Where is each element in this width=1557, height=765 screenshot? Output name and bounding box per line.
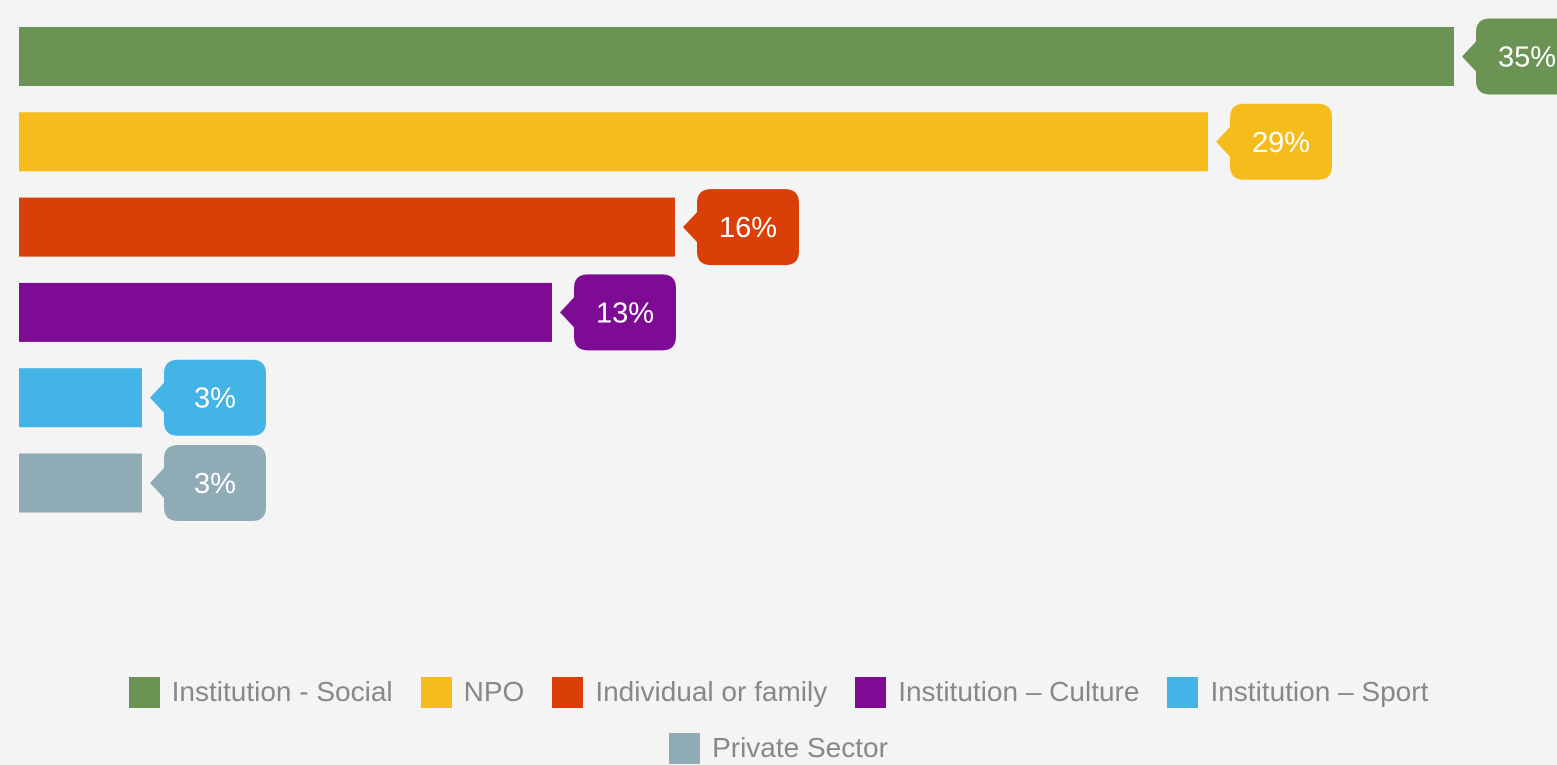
- data-label-6: 3%: [150, 445, 266, 521]
- data-label-text: 3%: [194, 383, 236, 415]
- bar-5[interactable]: [19, 368, 142, 428]
- data-label-text: 35%: [1498, 42, 1556, 74]
- legend-label: Institution – Culture: [898, 676, 1140, 707]
- legend-swatch: [552, 676, 584, 708]
- data-labels-layer: 35% 29% 16% 13% 3% 3%: [150, 18, 1557, 521]
- bar-2[interactable]: [19, 112, 1208, 172]
- bar-3[interactable]: [19, 197, 675, 257]
- data-label-callout: [150, 445, 266, 521]
- legend-item-3[interactable]: Individual or family: [552, 672, 827, 712]
- data-label-3: 16%: [683, 189, 799, 266]
- data-label-callout: [560, 274, 676, 351]
- legend-item-1[interactable]: Institution - Social: [128, 672, 393, 712]
- legend-label: Institution - Social: [171, 676, 393, 707]
- legend-swatch: [855, 676, 887, 708]
- legend-item-2[interactable]: NPO: [420, 672, 525, 712]
- bars-layer: [19, 27, 1454, 513]
- bar-4[interactable]: [19, 282, 552, 342]
- legend-swatch: [128, 676, 160, 708]
- legend-item-4[interactable]: Institution – Culture: [855, 672, 1139, 712]
- legend-item-6[interactable]: Private Sector: [669, 728, 888, 765]
- data-label-text: 29%: [1252, 127, 1310, 159]
- data-label-5: 3%: [150, 359, 266, 436]
- bar-6[interactable]: [19, 453, 142, 513]
- legend-item-5[interactable]: Institution – Sport: [1167, 672, 1428, 712]
- data-label-callout: [150, 359, 266, 436]
- data-label-text: 3%: [194, 468, 236, 500]
- legend-swatch: [420, 676, 452, 708]
- bar-1[interactable]: [19, 27, 1454, 86]
- data-label-2: 29%: [1216, 103, 1332, 180]
- data-label-4: 13%: [560, 274, 676, 351]
- legend-label: NPO: [463, 676, 525, 707]
- data-label-text: 16%: [719, 212, 777, 244]
- data-label-callout: [1462, 18, 1557, 95]
- bar-chart: 35% 29% 16% 13% 3% 3%: [19, 18, 1557, 521]
- data-label-1: 35%: [1462, 18, 1557, 95]
- data-label-callout: [683, 189, 799, 266]
- legend-label: Private Sector: [712, 732, 888, 763]
- legend-swatch: [1167, 676, 1199, 708]
- data-label-callout: [1216, 103, 1332, 180]
- legend-label: Institution – Sport: [1210, 676, 1429, 707]
- data-label-text: 13%: [596, 297, 654, 329]
- chart-legend: Institution - Social NPO Individual or fam…: [0, 672, 1557, 765]
- legend-label: Individual or family: [595, 676, 828, 707]
- legend-swatch: [669, 732, 701, 764]
